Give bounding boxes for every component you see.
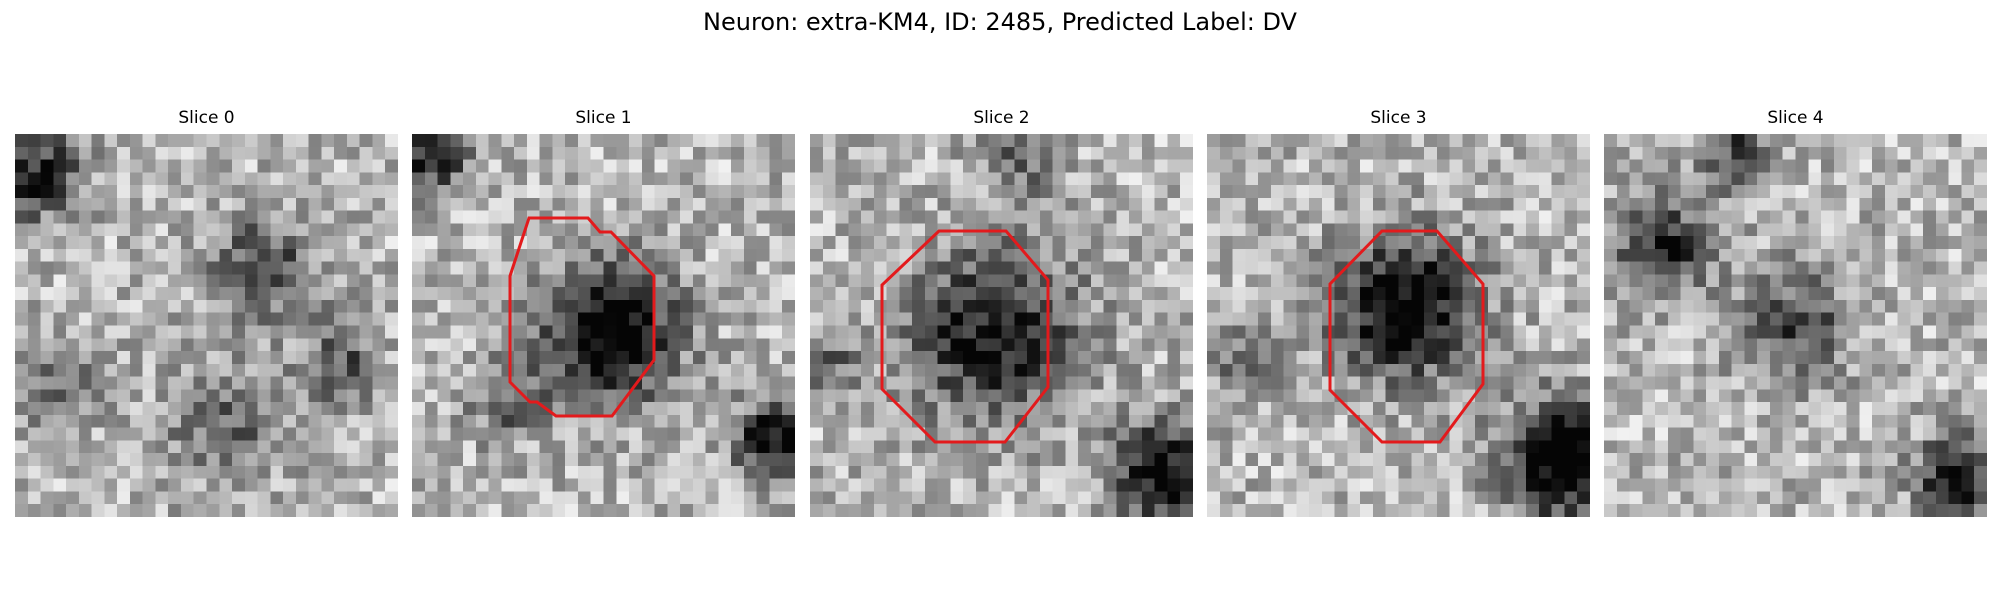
slice-image: [810, 134, 1193, 517]
slice-title: Slice 3: [1370, 108, 1427, 128]
slice-title: Slice 1: [575, 108, 632, 128]
slice-title: Slice 0: [178, 108, 235, 128]
slice-title: Slice 4: [1767, 108, 1824, 128]
slice-image: [15, 134, 398, 517]
slice-title: Slice 2: [973, 108, 1030, 128]
slice-image: [412, 134, 795, 517]
slice-image: [1604, 134, 1987, 517]
figure-title: Neuron: extra-KM4, ID: 2485, Predicted L…: [703, 8, 1297, 36]
slice-image: [1207, 134, 1590, 517]
